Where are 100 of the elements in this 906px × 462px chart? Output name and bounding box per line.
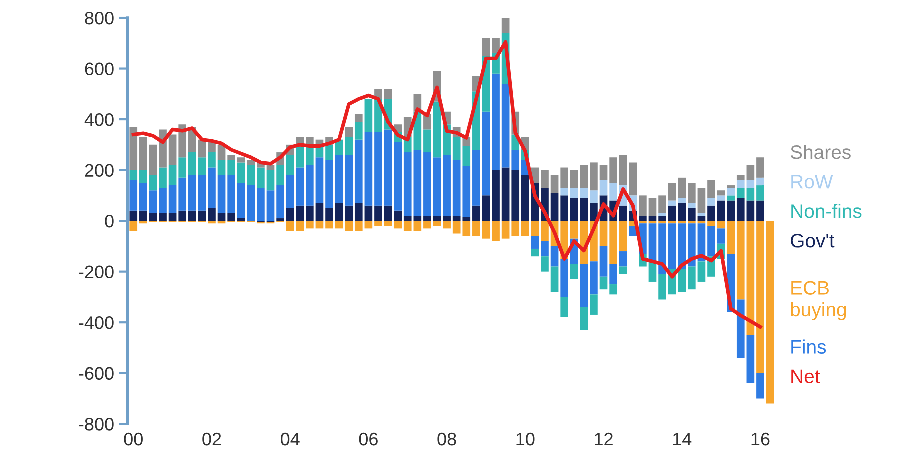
bar: [590, 190, 598, 204]
bar: [364, 99, 373, 132]
bar: [266, 165, 275, 170]
bar: [688, 203, 696, 208]
x-tick-label: 02: [202, 432, 222, 446]
bar: [306, 137, 314, 145]
bar: [433, 221, 442, 226]
bar: [639, 216, 647, 222]
bar: [531, 236, 540, 249]
bar: [424, 130, 432, 153]
bar: [188, 152, 196, 176]
text: Net: [792, 370, 820, 384]
bar: [698, 262, 706, 282]
bar: [130, 221, 138, 232]
bar: [619, 266, 628, 274]
bar: [443, 155, 451, 216]
bar: [688, 208, 696, 222]
bar: [570, 264, 578, 280]
y-tick-label: 800: [85, 12, 114, 25]
bar: [364, 132, 373, 206]
bar: [492, 38, 500, 54]
bar: [658, 274, 666, 300]
bar: [708, 221, 716, 226]
bar: [149, 144, 158, 176]
bar: [678, 221, 686, 224]
bar: [688, 182, 696, 204]
bar: [208, 152, 216, 168]
bar: [472, 150, 480, 206]
bar: [756, 373, 764, 399]
bar: [316, 147, 324, 158]
y-tick-label: -600: [79, 367, 114, 380]
bar: [384, 221, 392, 226]
bar: [502, 18, 510, 34]
bar: [218, 175, 226, 214]
bar: [512, 221, 520, 236]
bar: [746, 180, 755, 188]
x-tick-label: 00: [124, 432, 143, 446]
bar: [443, 221, 451, 229]
bar: [580, 264, 588, 308]
bar: [159, 168, 167, 188]
bar: [384, 206, 392, 222]
bar: [316, 203, 324, 222]
bar: [648, 216, 657, 222]
series-label: Shares: [790, 145, 851, 160]
bar: [698, 213, 706, 216]
bar: [727, 221, 736, 254]
bar: [188, 210, 196, 222]
bar: [149, 190, 158, 214]
bar: [276, 186, 284, 219]
bar: [610, 264, 618, 285]
bar: [502, 84, 510, 168]
bar: [326, 208, 334, 222]
y-tick-label: 600: [85, 62, 114, 76]
bar: [610, 158, 618, 183]
bar: [698, 188, 706, 214]
bar: [482, 38, 490, 56]
bar: [433, 158, 442, 216]
bar: [668, 224, 676, 270]
bar: [374, 132, 382, 206]
bar: [130, 180, 138, 211]
bar: [610, 221, 618, 264]
bar: [550, 193, 559, 222]
bar: [580, 307, 588, 330]
series-label: Gov't: [791, 234, 835, 248]
bar: [746, 221, 755, 336]
x-tick-label: 08: [438, 432, 456, 446]
bar: [218, 160, 226, 176]
bar: [130, 210, 138, 222]
series-label: Non-fins: [792, 204, 862, 218]
bar: [736, 221, 745, 300]
bar: [600, 165, 608, 180]
bar: [316, 221, 324, 229]
bar: [140, 182, 148, 211]
bar: [746, 165, 755, 180]
bar: [198, 210, 206, 222]
bar: [560, 259, 569, 298]
bar: [424, 221, 432, 229]
bar: [708, 226, 716, 257]
bar: [335, 221, 344, 229]
bar: [678, 203, 686, 222]
bar: [590, 162, 598, 191]
bar: [228, 213, 236, 222]
bar: [159, 188, 167, 214]
bar: [668, 206, 676, 222]
bar: [717, 200, 726, 222]
bar: [149, 175, 158, 191]
bar: [560, 297, 569, 318]
bar: [482, 196, 490, 222]
bar: [512, 150, 520, 170]
bar: [678, 224, 686, 270]
bar: [502, 221, 510, 239]
bar: [688, 266, 696, 290]
bar: [639, 221, 647, 224]
bar: [678, 269, 686, 292]
bar: [727, 200, 736, 222]
bar: [610, 182, 618, 201]
bar: [354, 221, 363, 232]
bar: [159, 213, 167, 222]
bar: [727, 186, 736, 188]
bar: [208, 221, 216, 224]
